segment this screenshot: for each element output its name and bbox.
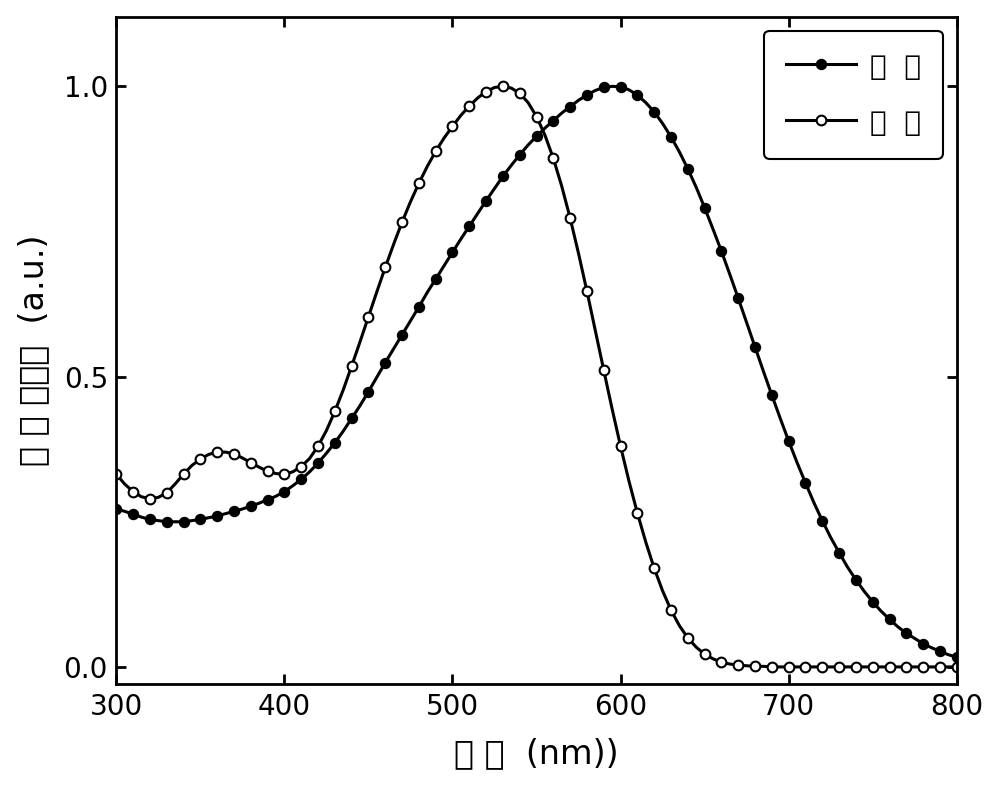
溶  液 bbox=[169, 479, 181, 489]
Line: 溶  液: 溶 液 bbox=[111, 82, 962, 672]
溶  液 bbox=[951, 662, 963, 671]
藄  膜 bbox=[606, 82, 618, 91]
溶  液 bbox=[766, 662, 778, 671]
溶  液 bbox=[505, 83, 517, 93]
藄  膜 bbox=[320, 449, 332, 458]
藄  膜 bbox=[749, 342, 761, 352]
溶  液 bbox=[320, 426, 332, 435]
藄  膜 bbox=[623, 85, 635, 94]
Y-axis label: 归 一 化吸收  (a.u.): 归 一 化吸收 (a.u.) bbox=[17, 235, 50, 466]
溶  液 bbox=[707, 654, 719, 663]
溶  液 bbox=[497, 82, 509, 91]
溶  液 bbox=[749, 662, 761, 671]
溶  液 bbox=[623, 476, 635, 486]
溶  液 bbox=[110, 469, 122, 478]
藄  膜 bbox=[169, 517, 181, 527]
藄  膜 bbox=[497, 172, 509, 181]
藄  膜 bbox=[951, 652, 963, 662]
X-axis label: 波 长  (nm)): 波 长 (nm)) bbox=[454, 737, 619, 770]
Legend: 藄  膜, 溶  液: 藄 膜, 溶 液 bbox=[764, 31, 943, 159]
Line: 藄  膜: 藄 膜 bbox=[111, 82, 962, 662]
藄  膜 bbox=[707, 224, 719, 234]
藄  膜 bbox=[110, 504, 122, 514]
